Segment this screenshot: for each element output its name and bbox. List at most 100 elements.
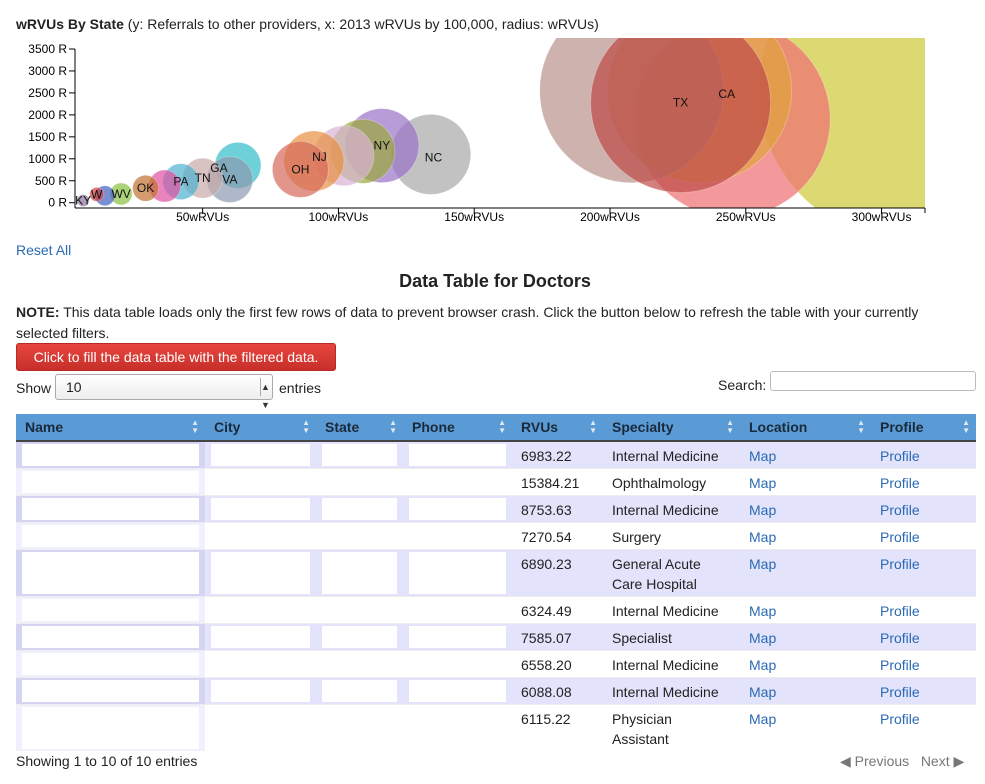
sort-icon[interactable]: ▲ ▼	[962, 418, 970, 435]
map-link[interactable]: Map	[749, 501, 777, 518]
rvus-cell: 6324.49	[512, 595, 603, 623]
sort-icon[interactable]: ▲ ▼	[857, 418, 865, 435]
map-link[interactable]: Map	[749, 528, 777, 545]
map-link[interactable]: Map	[749, 683, 777, 700]
x-tick-label: 150wRVUs	[444, 210, 504, 224]
sort-icon[interactable]: ▲ ▼	[302, 418, 310, 435]
column-header-profile[interactable]: Profile ▲ ▼	[871, 414, 976, 442]
sort-icon[interactable]: ▲ ▼	[726, 418, 734, 435]
next-button[interactable]: Next	[920, 753, 950, 769]
rvus-cell: 6088.08	[512, 676, 603, 704]
redaction-mask	[22, 524, 199, 547]
redacted-cell	[16, 703, 205, 751]
rvus-cell: 6983.22	[521, 448, 572, 464]
map-link[interactable]: Map	[749, 629, 777, 646]
redacted-cell	[316, 703, 403, 751]
bubble-label-va: VA	[222, 172, 237, 186]
map-cell: Map	[740, 467, 871, 495]
redacted-cell	[316, 521, 403, 549]
map-link[interactable]: Map	[749, 555, 777, 572]
column-header-state[interactable]: State ▲ ▼	[316, 414, 403, 442]
next-arrow-icon[interactable]: ▶	[953, 753, 965, 769]
rvus-cell: 7270.54	[512, 521, 603, 549]
bubble-ok[interactable]	[132, 174, 160, 202]
doctors-table: Name ▲ ▼ City ▲ ▼ State ▲ ▼ Phone ▲ ▼ RVUs ▲ ▼ Specialt…	[16, 414, 976, 751]
profile-link[interactable]: Profile	[880, 629, 920, 646]
bubble-label-f: F	[927, 42, 934, 56]
profile-link[interactable]: Profile	[880, 656, 920, 673]
chart-title-bold: wRVUs By State	[16, 16, 124, 32]
search-label: Search:	[718, 377, 767, 393]
entries-select-value: 10	[66, 379, 82, 395]
column-header-rvus[interactable]: RVUs ▲ ▼	[512, 414, 603, 442]
column-header-location[interactable]: Location ▲ ▼	[740, 414, 871, 442]
redacted-cell	[205, 703, 316, 751]
bubble-oh[interactable]	[271, 140, 329, 198]
sort-icon[interactable]: ▲ ▼	[589, 418, 597, 435]
profile-link[interactable]: Profile	[880, 474, 920, 491]
redaction-mask	[322, 470, 397, 493]
column-header-name[interactable]: Name ▲ ▼	[16, 414, 205, 442]
profile-cell: Profile	[871, 548, 976, 596]
redaction-mask	[409, 598, 506, 621]
bubble-ky[interactable]	[76, 194, 90, 208]
fill-data-table-button[interactable]: Click to fill the data table with the fi…	[16, 343, 336, 371]
bubble-label-ca: CA	[718, 87, 735, 101]
specialty-cell: Surgery	[603, 521, 740, 549]
sort-icon[interactable]: ▲ ▼	[191, 418, 199, 435]
previous-arrow-icon[interactable]: ◀	[840, 753, 851, 769]
sort-icon[interactable]: ▲ ▼	[498, 418, 506, 435]
profile-link[interactable]: Profile	[880, 501, 920, 518]
search-input[interactable]	[770, 371, 976, 391]
rvus-cell: 6890.23	[521, 555, 572, 572]
column-header-specialty[interactable]: Specialty ▲ ▼	[603, 414, 740, 442]
redacted-cell	[205, 521, 316, 549]
rvus-cell: 7585.07	[521, 629, 572, 646]
rvus-cell: 6983.22	[512, 440, 603, 468]
profile-cell: Profile	[871, 467, 976, 495]
column-header-city[interactable]: City ▲ ▼	[205, 414, 316, 442]
profile-link[interactable]: Profile	[880, 710, 920, 727]
map-link[interactable]: Map	[749, 710, 777, 727]
profile-cell: Profile	[871, 703, 976, 751]
rvus-cell: 6558.20	[521, 656, 572, 673]
redacted-cell	[403, 703, 512, 751]
map-link[interactable]: Map	[749, 656, 777, 673]
profile-cell: Profile	[871, 595, 976, 623]
rvus-cell: 8753.63	[512, 494, 603, 522]
profile-link[interactable]: Profile	[880, 448, 920, 464]
redaction-mask	[22, 470, 199, 493]
map-link[interactable]: Map	[749, 474, 777, 491]
column-header-label: City	[214, 419, 241, 435]
map-link[interactable]: Map	[749, 602, 777, 619]
redaction-mask	[211, 524, 310, 547]
bubble-w[interactable]	[89, 186, 105, 202]
redaction-mask	[322, 444, 397, 466]
bubble-label-ga: GA	[210, 161, 227, 175]
entries-select[interactable]: 10 ▲ ▼	[55, 374, 273, 410]
redaction-mask	[409, 706, 506, 749]
specialty-cell: Internal Medicine	[603, 494, 740, 522]
sort-icon[interactable]: ▲ ▼	[389, 418, 397, 435]
bubble-tx[interactable]	[590, 38, 772, 194]
table-info: Showing 1 to 10 of 10 entries	[16, 753, 198, 769]
table-row: 8753.63 Internal Medicine Map Profile	[16, 494, 976, 522]
redacted-cell	[403, 649, 512, 677]
column-header-phone[interactable]: Phone ▲ ▼	[403, 414, 512, 442]
table-header-row: Name ▲ ▼ City ▲ ▼ State ▲ ▼ Phone ▲ ▼ RVUs ▲ ▼ Specialt…	[16, 414, 976, 442]
redaction-mask	[211, 497, 310, 520]
redacted-cell	[316, 649, 403, 677]
redaction-mask	[409, 444, 506, 466]
y-tick-label: 3500 R	[28, 42, 67, 56]
previous-button[interactable]: Previous	[854, 753, 910, 769]
table-row: 7585.07 Specialist Map Profile	[16, 622, 976, 650]
profile-link[interactable]: Profile	[880, 555, 920, 572]
map-link[interactable]: Map	[749, 448, 777, 464]
redacted-cell	[403, 467, 512, 495]
profile-link[interactable]: Profile	[880, 528, 920, 545]
profile-link[interactable]: Profile	[880, 602, 920, 619]
profile-link[interactable]: Profile	[880, 683, 920, 700]
redacted-cell	[403, 494, 512, 522]
reset-all-link[interactable]: Reset All	[16, 242, 72, 258]
